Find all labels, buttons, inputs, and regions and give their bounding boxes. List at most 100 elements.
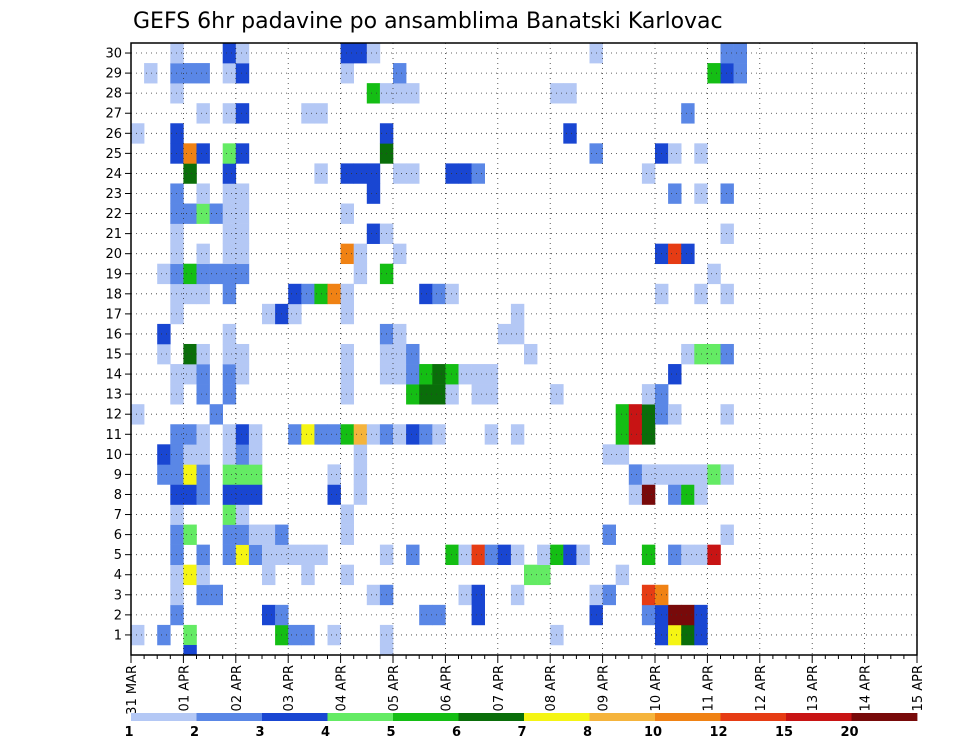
heatmap-cell — [458, 584, 472, 606]
heatmap-cell — [707, 263, 721, 285]
heatmap-cell — [733, 63, 747, 84]
heatmap-cell — [720, 43, 734, 64]
heatmap-cell — [235, 63, 250, 84]
heatmap-cell — [131, 123, 145, 144]
heatmap-cell — [471, 163, 485, 184]
grid-lines — [131, 43, 917, 655]
heatmap-cell — [183, 484, 197, 505]
heatmap-cell — [432, 283, 446, 305]
heatmap-cell — [196, 343, 210, 365]
heatmap-cell — [641, 584, 656, 606]
heatmap-cell — [668, 364, 682, 385]
heatmap-cell — [248, 424, 263, 445]
heatmap-cell — [183, 464, 197, 485]
y-tick-label: 16 — [105, 327, 122, 342]
heatmap-cell — [471, 544, 485, 566]
heatmap-cell — [327, 424, 341, 445]
heatmap-cell — [458, 544, 472, 566]
heatmap-cell — [196, 283, 210, 305]
heatmap-cell — [432, 424, 446, 445]
heatmap-cell — [406, 83, 420, 104]
heatmap-cell — [196, 143, 210, 164]
heatmap-cell — [628, 464, 643, 485]
colorbar-swatch — [131, 713, 197, 721]
heatmap-cell — [157, 343, 171, 365]
heatmap-cell — [681, 624, 695, 646]
heatmap-cell — [183, 524, 197, 545]
heatmap-cell — [615, 404, 630, 425]
heatmap-cell — [720, 464, 734, 485]
heatmap-cell — [668, 544, 682, 566]
heatmap-cell — [432, 364, 446, 385]
heatmap-cell — [353, 464, 368, 485]
heatmap-cell — [458, 163, 472, 184]
heatmap-cell — [668, 404, 682, 425]
heatmap-cell — [222, 464, 237, 485]
heatmap-cell — [222, 63, 237, 84]
heatmap-cell — [222, 504, 237, 525]
heatmap-cell — [235, 203, 250, 224]
heatmap-cell — [183, 644, 197, 656]
y-tick-label: 26 — [105, 127, 122, 142]
heatmap-cell — [157, 624, 171, 646]
heatmap-cell — [183, 203, 197, 224]
colorbar-label: 12 — [709, 725, 727, 740]
x-tick-label: 08 APR — [544, 665, 559, 711]
heatmap-cell — [353, 424, 368, 445]
heatmap-cell — [681, 343, 695, 365]
y-tick-label: 21 — [105, 227, 122, 242]
heatmap-cell — [196, 183, 210, 204]
heatmap-cell — [288, 624, 302, 646]
y-tick-label: 29 — [105, 67, 122, 82]
heatmap-cell — [248, 464, 263, 485]
heatmap-cell — [733, 43, 747, 64]
heatmap-cell — [707, 343, 721, 365]
y-tick-label: 3 — [114, 588, 122, 603]
heatmap-cell — [235, 524, 250, 545]
heatmap-cell — [379, 644, 394, 656]
heatmap-cell — [288, 424, 302, 445]
heatmap-cell — [301, 103, 315, 124]
heatmap-cell — [235, 544, 250, 566]
heatmap-cell — [183, 364, 197, 385]
heatmap-cell — [353, 43, 368, 64]
y-tick-label: 2 — [114, 608, 122, 623]
heatmap-cell — [406, 343, 420, 365]
heatmap-cell — [157, 444, 171, 465]
heatmap-cell — [235, 263, 250, 285]
heatmap-cell — [301, 283, 315, 305]
heatmap-cell — [366, 183, 381, 204]
heatmap-cell — [366, 424, 381, 445]
heatmap-cell — [222, 484, 237, 505]
heatmap-cell — [602, 444, 616, 465]
y-tick-label: 18 — [105, 287, 122, 302]
heatmap-cell — [668, 243, 682, 265]
heatmap-cell — [419, 384, 433, 405]
heatmap-cell — [641, 404, 656, 425]
x-tick-label: 13 APR — [806, 665, 821, 711]
heatmap-cell — [641, 544, 656, 566]
heatmap-cell — [196, 63, 210, 84]
y-tick-label: 19 — [105, 267, 122, 282]
y-tick-label: 25 — [105, 147, 122, 162]
heatmap-cell — [720, 524, 734, 545]
heatmap-cell — [668, 183, 682, 204]
heatmap-cell — [196, 484, 210, 505]
heatmap-cell — [262, 544, 276, 566]
heatmap-cell — [471, 604, 485, 626]
heatmap-cell — [248, 444, 263, 465]
heatmap-cell — [641, 384, 656, 405]
heatmap-cell — [681, 464, 695, 485]
heatmap-cell — [235, 343, 250, 365]
y-tick-label: 30 — [105, 47, 122, 62]
heatmap-cell — [144, 63, 158, 84]
heatmap-cell — [288, 303, 302, 325]
heatmap-cell — [471, 584, 485, 606]
heatmap-cell — [510, 303, 525, 325]
heatmap-cell — [262, 604, 276, 626]
heatmap-cell — [235, 183, 250, 204]
heatmap-cell — [668, 484, 682, 505]
heatmap-cells — [131, 43, 747, 656]
x-tick-label: 04 APR — [335, 665, 350, 711]
heatmap-cell — [668, 624, 682, 646]
